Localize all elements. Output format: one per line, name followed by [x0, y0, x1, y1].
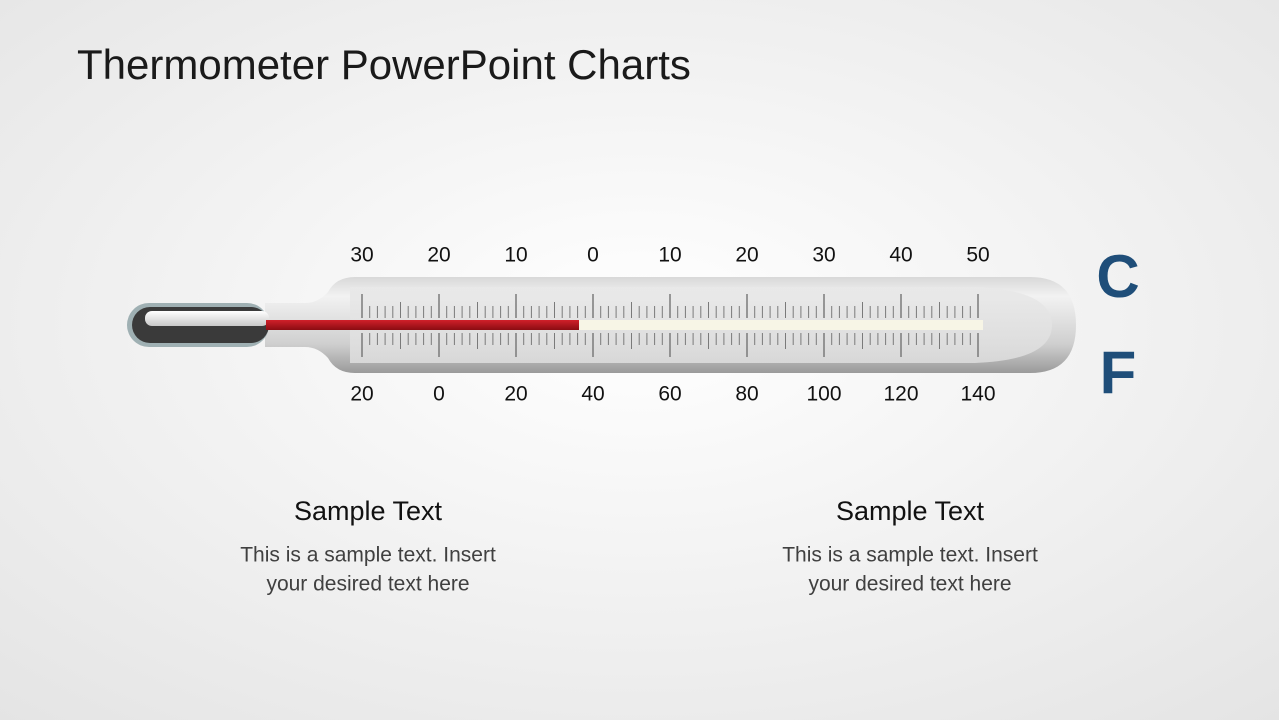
fahrenheit-label: 80 [735, 383, 758, 406]
fahrenheit-label: 60 [658, 383, 681, 406]
unit-fahrenheit: F [1100, 339, 1137, 406]
celsius-label: 20 [427, 244, 450, 267]
mercury [266, 320, 579, 330]
celsius-label: 0 [587, 244, 599, 267]
block-body: your desired text here [808, 573, 1011, 596]
fahrenheit-label: 120 [883, 383, 918, 406]
fahrenheit-label: 140 [960, 383, 995, 406]
text-blocks: Sample Text This is a sample text. Insert… [240, 496, 1038, 595]
celsius-label: 10 [658, 244, 681, 267]
slide-title: Thermometer PowerPoint Charts [77, 41, 691, 88]
celsius-label: 10 [504, 244, 527, 267]
celsius-label: 40 [889, 244, 912, 267]
tick-group [361, 294, 979, 357]
thermometer [127, 277, 1076, 373]
fahrenheit-label: 40 [581, 383, 604, 406]
fahrenheit-label: 0 [433, 383, 445, 406]
celsius-label: 50 [966, 244, 989, 267]
bulb-highlight [145, 311, 269, 326]
fahrenheit-label: 20 [504, 383, 527, 406]
celsius-label: 30 [350, 244, 373, 267]
fahrenheit-label: 100 [806, 383, 841, 406]
celsius-label: 30 [812, 244, 835, 267]
block-body: This is a sample text. Insert [782, 544, 1038, 567]
celsius-label: 20 [735, 244, 758, 267]
capillary [579, 320, 983, 330]
fahrenheit-label: 20 [350, 383, 373, 406]
block-heading: Sample Text [294, 496, 443, 526]
block-body: This is a sample text. Insert [240, 544, 496, 567]
unit-celsius: C [1096, 243, 1139, 310]
block-heading: Sample Text [836, 496, 985, 526]
block-body: your desired text here [266, 573, 469, 596]
